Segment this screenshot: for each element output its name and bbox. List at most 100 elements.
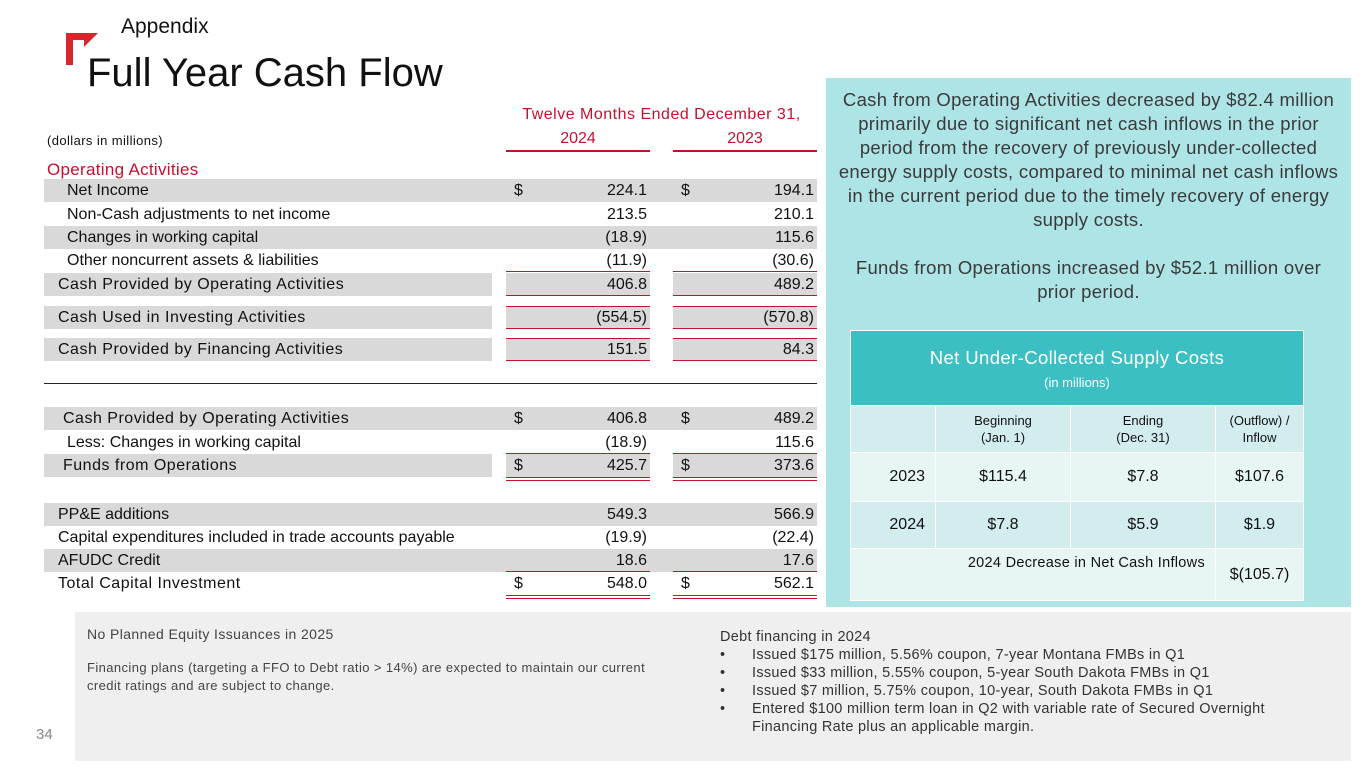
notes-panel: No Planned Equity Issuances in 2025 Fina… xyxy=(75,612,1351,761)
page-title: Full Year Cash Flow xyxy=(87,51,443,95)
row-year: 2024 xyxy=(850,501,936,549)
column-header-beginning: Beginning (Jan. 1) xyxy=(935,405,1071,453)
table-row: Changes in working capital (18.9) 115.6 xyxy=(44,226,817,249)
table-row: Cash Used in Investing Activities (554.5… xyxy=(44,306,817,329)
value-2023: 562.1 xyxy=(773,575,814,592)
column-header-ending: Ending (Dec. 31) xyxy=(1070,405,1216,453)
table-row: Capital expenditures included in trade a… xyxy=(44,526,817,549)
value-2023: 84.3 xyxy=(782,341,814,358)
row-label: Funds from Operations xyxy=(63,457,238,474)
currency-symbol: $ xyxy=(681,410,690,427)
row-label: Less: Changes in working capital xyxy=(67,434,301,451)
row-label: Non-Cash adjustments to net income xyxy=(67,206,331,223)
flow-value: $1.9 xyxy=(1215,501,1304,549)
table-row: Less: Changes in working capital (18.9) … xyxy=(44,431,817,454)
net-under-collected-table: Net Under-Collected Supply Costs (in mil… xyxy=(850,330,1304,601)
value-2024: 18.6 xyxy=(615,552,647,569)
value-2024: (18.9) xyxy=(605,434,647,451)
value-2024: 151.5 xyxy=(606,341,647,358)
value-2023: 210.1 xyxy=(773,206,814,223)
total-label: 2024 Decrease in Net Cash Inflows xyxy=(850,548,1216,601)
units-label: (dollars in millions) xyxy=(47,133,164,148)
row-label: Total Capital Investment xyxy=(58,575,241,592)
table-row: Funds from Operations $425.7 $373.6 xyxy=(44,454,817,481)
list-item: Issued $175 million, 5.56% coupon, 7-yea… xyxy=(720,646,1312,664)
row-label: Net Income xyxy=(67,182,149,199)
value-2023: 489.2 xyxy=(773,410,814,427)
value-2023: 489.2 xyxy=(773,276,814,293)
value-2024: 224.1 xyxy=(606,182,647,199)
row-label: Capital expenditures included in trade a… xyxy=(58,529,455,546)
list-item: Issued $33 million, 5.55% coupon, 5-year… xyxy=(720,664,1312,682)
table-row: 2024 Decrease in Net Cash Inflows $(105.… xyxy=(850,548,1304,601)
callout-paragraph-cfo: Cash from Operating Activities decreased… xyxy=(838,89,1339,230)
beginning-value: $7.8 xyxy=(935,501,1071,549)
period-header: Twelve Months Ended December 31, xyxy=(522,106,801,123)
row-label: Cash Provided by Operating Activities xyxy=(63,410,350,427)
table-row: Cash Provided by Operating Activities $4… xyxy=(44,407,817,430)
value-2024: 548.0 xyxy=(606,575,647,592)
table-row: Total Capital Investment $548.0 $562.1 xyxy=(44,572,817,599)
net-table-subtitle: (in millions) xyxy=(1044,374,1110,390)
value-2024: 549.3 xyxy=(606,506,647,523)
value-2023: 566.9 xyxy=(773,506,814,523)
currency-symbol: $ xyxy=(514,575,523,592)
value-2023: (570.8) xyxy=(763,309,814,326)
column-header-flow: (Outflow) / Inflow xyxy=(1215,405,1304,453)
currency-symbol: $ xyxy=(514,457,523,474)
section-label: Appendix xyxy=(121,15,209,38)
value-2024: (11.9) xyxy=(606,252,647,269)
year-header-2023: 2023 xyxy=(673,130,817,152)
beginning-value: $115.4 xyxy=(935,452,1071,502)
table-row: Non-Cash adjustments to net income 213.5… xyxy=(44,203,817,226)
value-2023: 373.6 xyxy=(773,457,814,474)
value-2023: (30.6) xyxy=(772,252,814,269)
value-2024: 425.7 xyxy=(606,457,647,474)
currency-symbol: $ xyxy=(681,457,690,474)
value-2024: (554.5) xyxy=(596,309,647,326)
value-2024: 213.5 xyxy=(606,206,647,223)
row-year: 2023 xyxy=(850,452,936,502)
table-row: PP&E additions 549.3 566.9 xyxy=(44,503,817,526)
page-number: 34 xyxy=(36,726,53,743)
list-item: Issued $7 million, 5.75% coupon, 10-year… xyxy=(720,682,1312,700)
list-item: Entered $100 million term loan in Q2 wit… xyxy=(720,700,1312,736)
section-divider xyxy=(44,383,817,384)
callout-panel: Cash from Operating Activities decreased… xyxy=(826,78,1351,607)
equity-title: No Planned Equity Issuances in 2025 xyxy=(87,626,334,642)
currency-symbol: $ xyxy=(681,182,690,199)
currency-symbol: $ xyxy=(514,182,523,199)
table-row: 2024 $7.8 $5.9 $1.9 xyxy=(850,501,1304,549)
value-2024: (18.9) xyxy=(605,229,647,246)
table-row: Cash Provided by Financing Activities 15… xyxy=(44,338,817,361)
currency-symbol: $ xyxy=(681,575,690,592)
table-row: AFUDC Credit 18.6 17.6 xyxy=(44,549,817,572)
currency-symbol: $ xyxy=(514,410,523,427)
row-label: Other noncurrent assets & liabilities xyxy=(67,252,319,269)
ending-value: $7.8 xyxy=(1070,452,1216,502)
net-table-title: Net Under-Collected Supply Costs xyxy=(929,346,1225,368)
debt-title: Debt financing in 2024 xyxy=(720,629,871,645)
value-2023: (22.4) xyxy=(772,529,814,546)
callout-paragraph-ffo: Funds from Operations increased by $52.1… xyxy=(855,257,1322,302)
row-label: Cash Used in Investing Activities xyxy=(58,309,306,326)
total-value: $(105.7) xyxy=(1215,548,1304,601)
table-row: Net Income $224.1 $194.1 xyxy=(44,179,817,202)
row-label: Changes in working capital xyxy=(67,229,259,246)
value-2024: 406.8 xyxy=(606,410,647,427)
row-label: AFUDC Credit xyxy=(58,552,161,569)
value-2023: 115.6 xyxy=(775,229,814,246)
row-label: PP&E additions xyxy=(58,506,170,523)
row-label: Cash Provided by Operating Activities xyxy=(58,276,345,293)
table-row: Cash Provided by Operating Activities 40… xyxy=(44,273,817,296)
debt-financing-section: Debt financing in 2024 Issued $175 milli… xyxy=(720,629,1312,736)
year-header-2024: 2024 xyxy=(506,130,650,152)
value-2023: 17.6 xyxy=(782,552,814,569)
row-label: Cash Provided by Financing Activities xyxy=(58,341,344,358)
equity-text: Financing plans (targeting a FFO to Debt… xyxy=(87,660,646,693)
value-2024: (19.9) xyxy=(605,529,647,546)
table-row: Other noncurrent assets & liabilities (1… xyxy=(44,249,817,272)
table-row: 2023 $115.4 $7.8 $107.6 xyxy=(850,452,1304,502)
ending-value: $5.9 xyxy=(1070,501,1216,549)
value-2023: 194.1 xyxy=(773,182,814,199)
